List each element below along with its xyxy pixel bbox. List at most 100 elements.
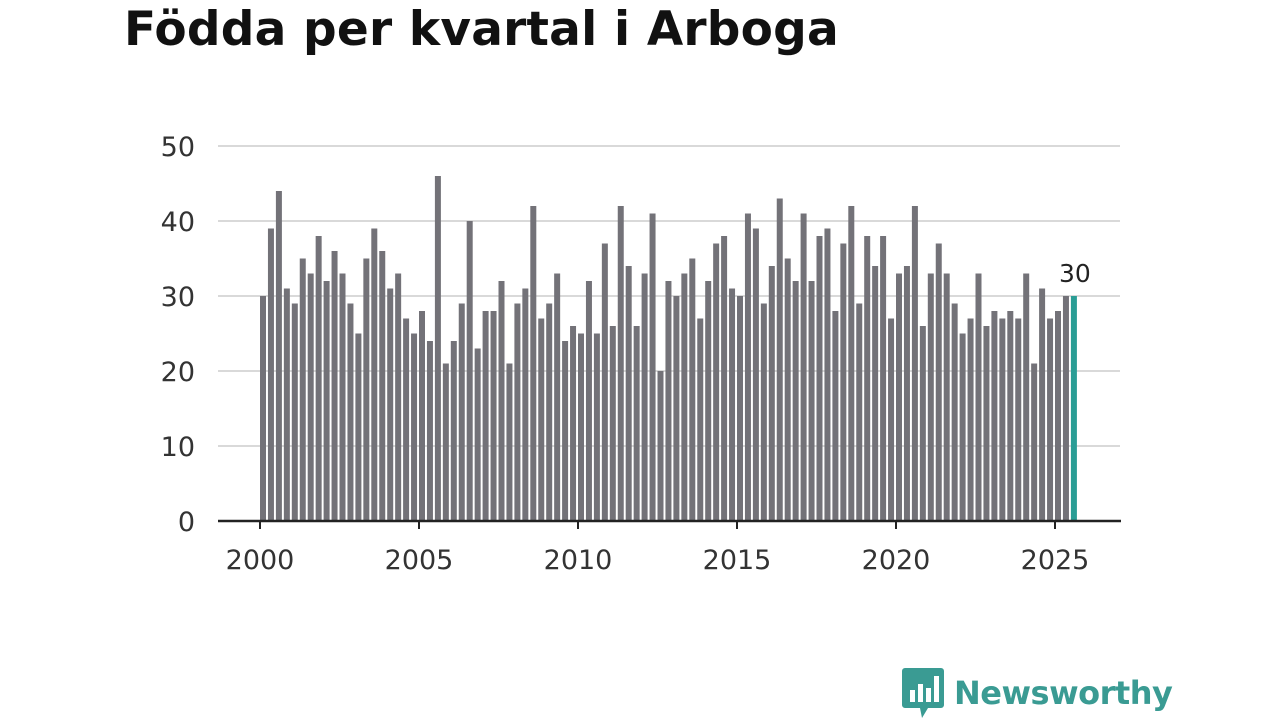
bar xyxy=(800,213,807,521)
x-axis: 2000 2005 2010 2015 2020 2025 xyxy=(218,519,1121,576)
y-tick-label: 10 xyxy=(161,432,195,463)
x-tick-label: 2020 xyxy=(862,545,931,576)
bar xyxy=(951,303,958,521)
bar xyxy=(442,363,449,521)
brand-name: Newsworthy xyxy=(954,674,1173,712)
y-tick-label: 30 xyxy=(161,282,195,313)
bar xyxy=(323,281,330,521)
bar xyxy=(363,258,370,521)
bar xyxy=(1015,318,1022,521)
bar xyxy=(959,333,966,521)
bar xyxy=(434,176,441,521)
bar xyxy=(729,288,736,521)
bar xyxy=(379,251,386,521)
bar xyxy=(307,273,314,521)
bar xyxy=(275,191,282,521)
bar xyxy=(983,326,990,521)
bar xyxy=(315,236,322,521)
bar xyxy=(864,236,871,521)
bar xyxy=(514,303,521,521)
bar-highlight xyxy=(1070,296,1077,521)
bar xyxy=(450,341,457,521)
bar xyxy=(482,311,489,521)
bar xyxy=(562,341,569,521)
bar xyxy=(752,228,759,521)
bar xyxy=(339,273,346,521)
bar xyxy=(888,318,895,521)
bars xyxy=(260,176,1077,521)
bar xyxy=(927,273,934,521)
bar xyxy=(1031,363,1038,521)
bar xyxy=(395,273,402,521)
bar xyxy=(355,333,362,521)
bar xyxy=(967,318,974,521)
bar xyxy=(896,273,902,521)
chart-title: Födda per kvartal i Arboga xyxy=(124,2,839,57)
bar xyxy=(347,303,354,521)
bar xyxy=(458,303,465,521)
bar xyxy=(808,281,815,521)
newsworthy-brand: Newsworthy xyxy=(902,668,1173,718)
bar xyxy=(490,311,497,521)
y-tick-label: 50 xyxy=(161,132,195,163)
bar xyxy=(299,258,306,521)
bar xyxy=(331,251,338,521)
highlight-value-label: 30 xyxy=(1059,259,1091,288)
bar xyxy=(641,273,648,521)
bar xyxy=(673,296,680,521)
bar xyxy=(880,236,887,521)
bar xyxy=(466,221,473,521)
bar xyxy=(856,303,863,521)
x-tick-label: 2025 xyxy=(1021,545,1090,576)
bar xyxy=(625,266,632,521)
bar xyxy=(649,213,656,521)
bar xyxy=(530,206,537,521)
bar xyxy=(824,228,831,521)
y-tick-label: 0 xyxy=(178,507,195,538)
bar xyxy=(260,296,266,521)
bar xyxy=(283,288,290,521)
bar xyxy=(768,266,775,521)
bar xyxy=(665,281,672,521)
bar xyxy=(943,273,950,521)
bar xyxy=(872,266,879,521)
bar xyxy=(506,363,513,521)
bar xyxy=(721,236,728,521)
bar xyxy=(411,333,418,521)
bar xyxy=(633,326,640,521)
bar xyxy=(554,273,561,521)
bar xyxy=(737,296,743,521)
bar xyxy=(713,243,720,521)
bar xyxy=(784,258,791,521)
bar xyxy=(578,333,584,521)
bar xyxy=(601,243,608,521)
bar xyxy=(991,311,998,521)
bar xyxy=(371,228,378,521)
bar xyxy=(570,326,577,521)
bar xyxy=(935,243,942,521)
bar xyxy=(498,281,505,521)
bar xyxy=(1007,311,1014,521)
bar xyxy=(617,206,624,521)
bar xyxy=(657,371,664,521)
x-tick-label: 2015 xyxy=(703,545,772,576)
bar xyxy=(546,303,553,521)
bar xyxy=(832,311,839,521)
bar xyxy=(760,303,767,521)
bar xyxy=(744,213,751,521)
bar xyxy=(1039,288,1046,521)
bar xyxy=(403,318,410,521)
bar xyxy=(474,348,481,521)
bar xyxy=(776,198,783,521)
bar xyxy=(1023,273,1030,521)
bar xyxy=(419,311,425,521)
bar xyxy=(816,236,823,521)
y-tick-label: 40 xyxy=(161,207,195,238)
bar xyxy=(840,243,847,521)
bar xyxy=(593,333,600,521)
bar xyxy=(975,273,982,521)
bar xyxy=(609,326,616,521)
x-tick-label: 2005 xyxy=(385,545,454,576)
bar xyxy=(426,341,433,521)
bar xyxy=(792,281,799,521)
